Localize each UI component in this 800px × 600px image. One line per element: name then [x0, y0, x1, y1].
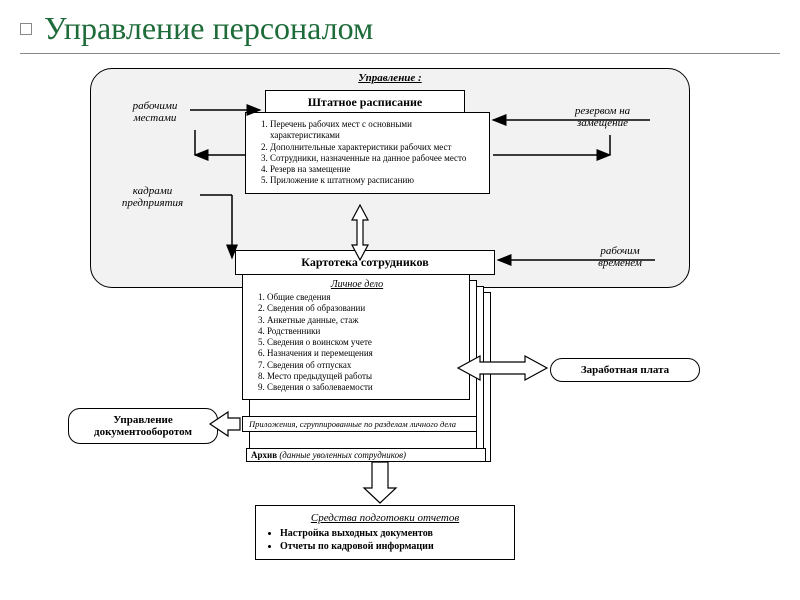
salary-box: Заработная плата [550, 358, 700, 382]
schedule-list: Перечень рабочих мест с основными характ… [245, 112, 490, 194]
list-item: Место предыдущей работы [267, 371, 463, 382]
personal-file-items: Общие сведенияСведения об образованииАнк… [251, 292, 463, 393]
region-header: Управление : [320, 72, 460, 84]
label-left-top: рабочими местами [115, 100, 195, 124]
list-item: Анкетные данные, стаж [267, 315, 463, 326]
label-right-bottom: рабочим временем [580, 245, 660, 269]
label-left-bottom: кадрами предприятия [105, 185, 200, 209]
list-item: Перечень рабочих мест с основными характ… [270, 119, 483, 142]
list-item: Отчеты по кадровой информации [280, 540, 504, 553]
archive-label: Архив [251, 450, 277, 460]
list-item: Резерв на замещение [270, 164, 483, 175]
diagram-canvas: Управление : Штатное расписание Перечень… [60, 60, 740, 580]
list-item: Приложение к штатному расписанию [270, 175, 483, 186]
list-item: Сведения об образовании [267, 303, 463, 314]
reports-box: Средства подготовки отчетов Настройка вы… [255, 505, 515, 560]
list-item: Назначения и перемещения [267, 348, 463, 359]
reports-header: Средства подготовки отчетов [266, 512, 504, 524]
list-item: Дополнительные характеристики рабочих ме… [270, 142, 483, 153]
title-underline [20, 53, 780, 54]
list-item: Сведения о воинском учете [267, 337, 463, 348]
archive-note: (данные уволенных сотрудников) [279, 450, 406, 460]
title-marker [20, 23, 32, 35]
page-title: Управление персоналом [44, 10, 373, 46]
personal-file-footer1: Приложения, сгруппированные по разделам … [242, 416, 477, 432]
list-item: Сведения об отпусках [267, 360, 463, 371]
list-item: Общие сведения [267, 292, 463, 303]
docflow-box: Управление документооборотом [68, 408, 218, 444]
personal-file-subtitle: Личное дело [251, 279, 463, 290]
list-item: Родственники [267, 326, 463, 337]
card-title: Картотека сотрудников [301, 255, 428, 269]
reports-items: Настройка выходных документовОтчеты по к… [266, 527, 504, 553]
schedule-items: Перечень рабочих мест с основными характ… [254, 119, 483, 187]
list-item: Настройка выходных документов [280, 527, 504, 540]
label-right-top: резервом на замещение [555, 105, 650, 129]
personal-file-box: Личное дело Общие сведенияСведения об об… [242, 274, 470, 400]
archive-strip: Архив (данные уволенных сотрудников) [246, 448, 486, 462]
schedule-title: Штатное расписание [308, 95, 423, 109]
list-item: Сведения о заболеваемости [267, 382, 463, 393]
card-title-box: Картотека сотрудников [235, 250, 495, 275]
list-item: Сотрудники, назначенные на данное рабоче… [270, 153, 483, 164]
